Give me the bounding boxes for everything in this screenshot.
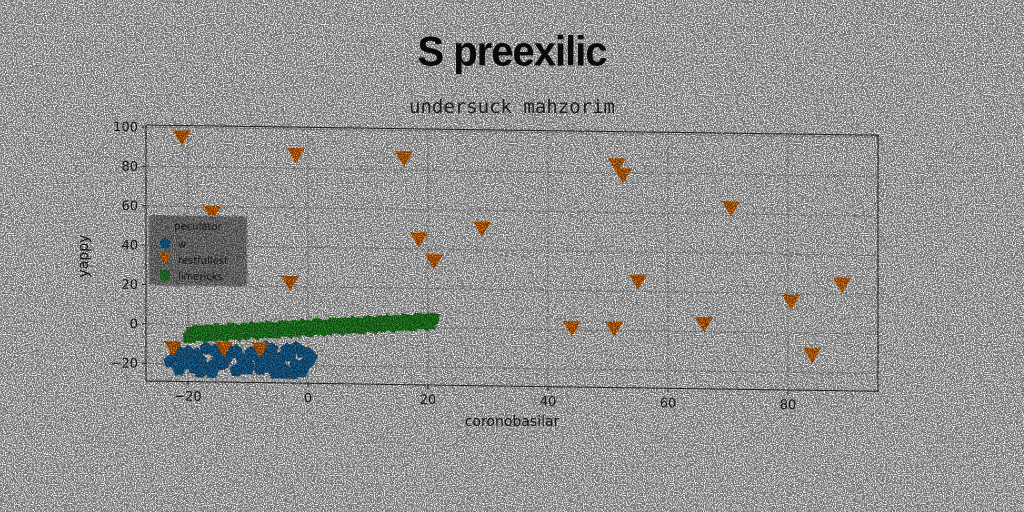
y-grid-line (146, 126, 878, 138)
x-tick-label: −20 (174, 389, 201, 404)
x-axis-label: coronobasilar (465, 414, 560, 430)
legend-entry-label: limericks (178, 271, 223, 283)
data-point (395, 151, 413, 167)
plot-area: −20 0 20 40 60 80 −20 0 20 40 60 80 100 peculator w re… (111, 120, 879, 413)
data-point (833, 277, 851, 293)
data-point (410, 232, 428, 248)
y-grid-line (146, 165, 878, 178)
y-axis-label: yappy (76, 235, 92, 278)
x-tick-label: 60 (660, 396, 677, 411)
data-point (695, 316, 713, 333)
data-point (281, 275, 299, 292)
y-tick-label: 0 (130, 317, 138, 332)
data-point (563, 321, 581, 337)
x-tick-label: 0 (304, 391, 312, 406)
legend-title: peculator (174, 221, 222, 233)
legend-entry-label: restfullest (178, 255, 228, 267)
data-point (605, 321, 623, 338)
data-point (629, 274, 647, 291)
series-w (163, 340, 318, 379)
legend: peculator w restfullest limericks (148, 214, 248, 287)
legend-entry-label: w (178, 239, 186, 250)
y-grid-line (146, 205, 878, 217)
data-point (473, 221, 491, 237)
x-tick-label: 80 (780, 398, 797, 413)
y-tick-label: 20 (121, 278, 138, 293)
data-point (287, 147, 305, 164)
x-tick-label: 40 (540, 395, 557, 410)
y-tick-label: 40 (121, 238, 138, 253)
y-grid-line (146, 244, 878, 256)
y-tick-label: 60 (121, 199, 138, 214)
series-limericks (182, 312, 440, 344)
y-tick-label: 100 (113, 120, 138, 135)
data-series (163, 130, 851, 379)
legend-marker (160, 270, 170, 281)
y-tick-label: −20 (111, 356, 138, 371)
data-point (782, 294, 800, 310)
data-point (803, 348, 821, 364)
data-point (614, 168, 632, 184)
y-grid-line (146, 284, 878, 296)
y-tick-label: 80 (121, 160, 138, 175)
x-tick-label: 20 (420, 393, 437, 408)
